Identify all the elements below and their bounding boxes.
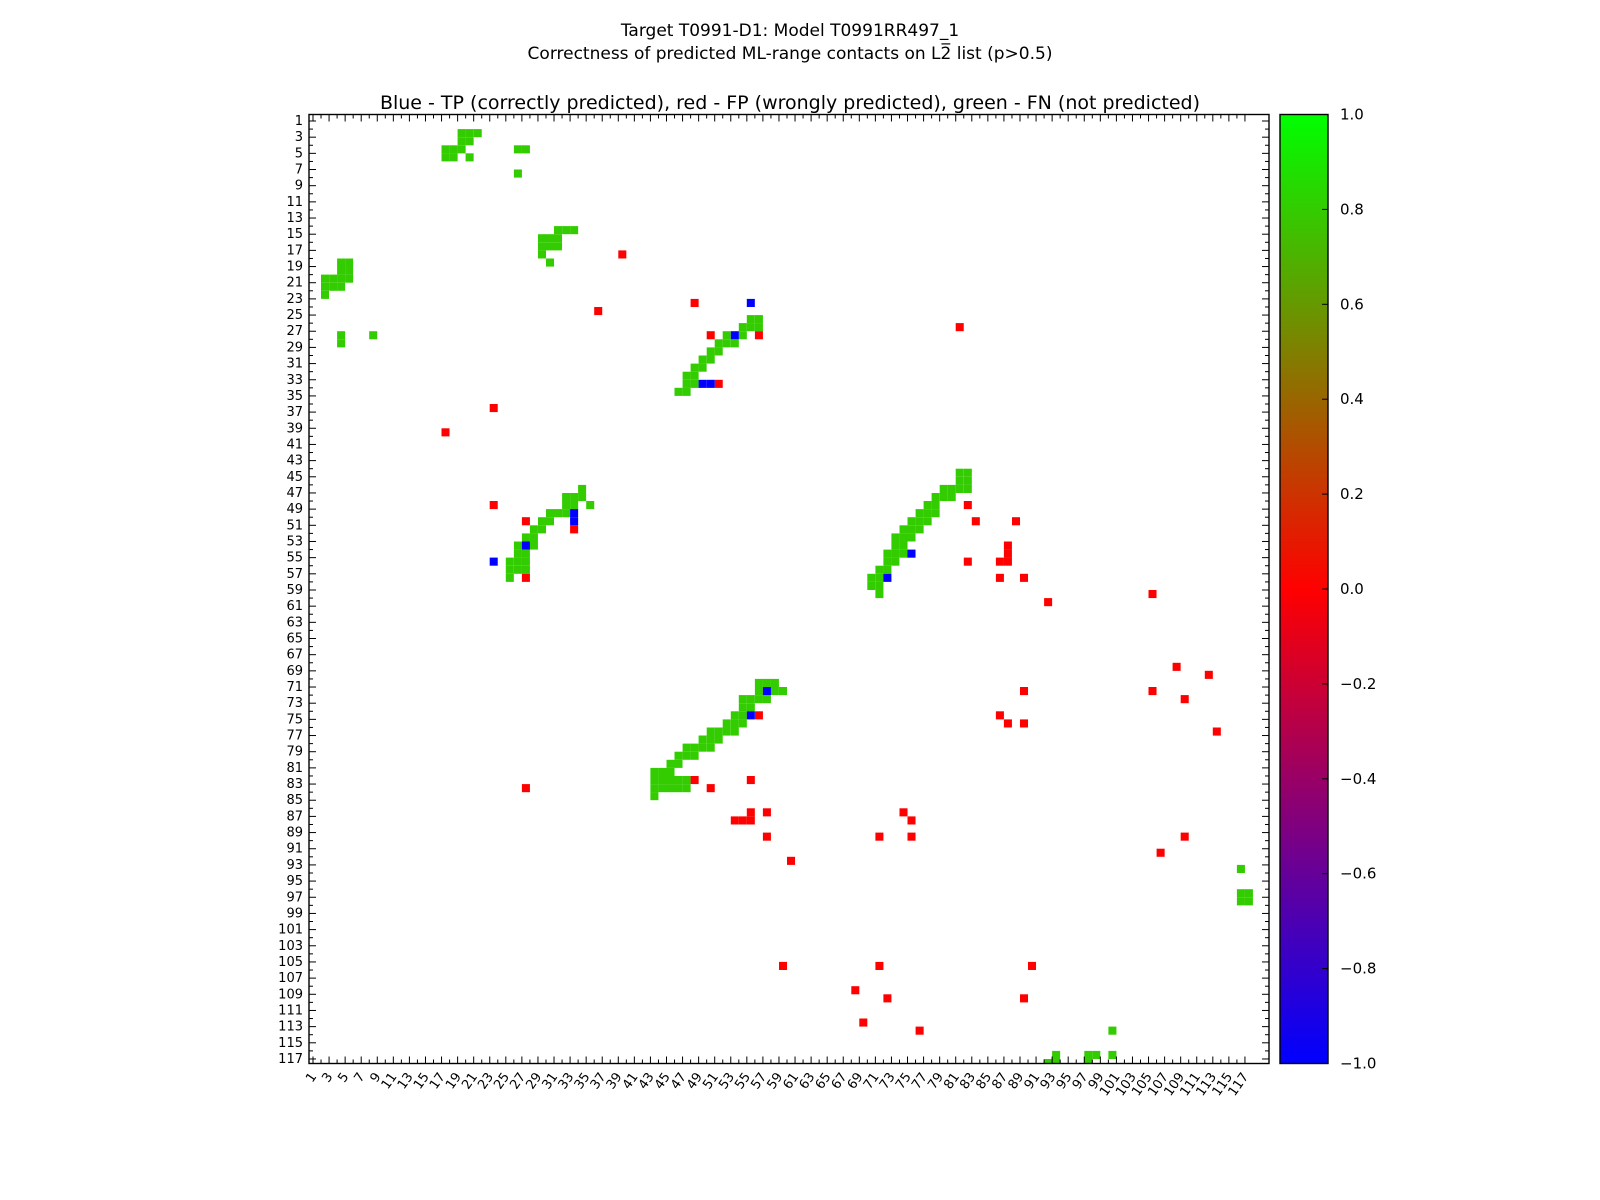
- svg-text:105: 105: [278, 955, 303, 970]
- svg-text:71: 71: [286, 680, 303, 695]
- svg-text:47: 47: [286, 486, 303, 501]
- svg-text:81: 81: [286, 761, 303, 776]
- svg-text:9: 9: [295, 179, 303, 194]
- svg-text:101: 101: [278, 923, 303, 938]
- svg-text:0.4: 0.4: [1340, 390, 1364, 408]
- svg-text:53: 53: [286, 534, 303, 549]
- svg-text:49: 49: [286, 502, 303, 517]
- svg-text:17: 17: [286, 243, 303, 258]
- svg-text:31: 31: [286, 357, 303, 372]
- svg-text:73: 73: [286, 696, 303, 711]
- svg-text:85: 85: [286, 793, 303, 808]
- svg-text:99: 99: [286, 906, 303, 921]
- svg-text:15: 15: [286, 227, 303, 242]
- svg-text:37: 37: [286, 405, 303, 420]
- svg-text:−0.2: −0.2: [1340, 675, 1376, 693]
- svg-text:41: 41: [286, 437, 303, 452]
- svg-text:83: 83: [286, 777, 303, 792]
- svg-text:7: 7: [295, 163, 303, 178]
- svg-text:19: 19: [286, 260, 303, 275]
- svg-text:0.0: 0.0: [1340, 580, 1364, 598]
- svg-text:1: 1: [303, 1070, 320, 1085]
- svg-text:79: 79: [286, 745, 303, 760]
- svg-text:59: 59: [286, 583, 303, 598]
- svg-text:55: 55: [286, 551, 303, 566]
- svg-text:51: 51: [286, 518, 303, 533]
- svg-text:61: 61: [286, 599, 303, 614]
- svg-text:39: 39: [286, 421, 303, 436]
- svg-text:109: 109: [278, 987, 303, 1002]
- svg-text:27: 27: [286, 324, 303, 339]
- svg-text:111: 111: [278, 1003, 303, 1018]
- svg-text:0.2: 0.2: [1340, 485, 1364, 503]
- svg-text:93: 93: [286, 858, 303, 873]
- svg-text:−0.8: −0.8: [1340, 960, 1376, 978]
- svg-text:25: 25: [286, 308, 303, 323]
- svg-text:−0.6: −0.6: [1340, 865, 1376, 883]
- svg-text:11: 11: [286, 195, 303, 210]
- svg-text:13: 13: [286, 211, 303, 226]
- svg-text:43: 43: [286, 454, 303, 469]
- svg-text:45: 45: [286, 470, 303, 485]
- svg-text:5: 5: [335, 1070, 352, 1085]
- suptitle-line2: Correctness of predicted ML-range contac…: [527, 44, 1053, 64]
- svg-text:97: 97: [286, 890, 303, 905]
- svg-text:67: 67: [286, 648, 303, 663]
- svg-text:1.0: 1.0: [1340, 106, 1364, 124]
- svg-text:103: 103: [278, 939, 303, 954]
- svg-text:107: 107: [278, 971, 303, 986]
- axes-title: Blue - TP (correctly predicted), red - F…: [379, 92, 1201, 114]
- suptitle-line1: Target T0991-D1: Model T0991RR497_1: [620, 21, 960, 41]
- svg-text:0.6: 0.6: [1340, 295, 1364, 313]
- figure-suptitle: Target T0991-D1: Model T0991RR497_1 Corr…: [390, 20, 1190, 66]
- svg-text:21: 21: [286, 276, 303, 291]
- svg-text:3: 3: [295, 130, 303, 145]
- svg-text:87: 87: [286, 809, 303, 824]
- svg-text:33: 33: [286, 373, 303, 388]
- svg-text:69: 69: [286, 664, 303, 679]
- svg-text:35: 35: [286, 389, 303, 404]
- svg-text:75: 75: [286, 712, 303, 727]
- svg-text:1: 1: [295, 114, 303, 129]
- svg-text:0.8: 0.8: [1340, 200, 1364, 218]
- svg-text:65: 65: [286, 632, 303, 647]
- svg-text:63: 63: [286, 615, 303, 630]
- svg-text:115: 115: [278, 1036, 303, 1051]
- svg-text:113: 113: [278, 1020, 303, 1035]
- svg-text:7: 7: [351, 1070, 368, 1085]
- svg-text:117: 117: [278, 1052, 303, 1067]
- svg-text:77: 77: [286, 729, 303, 744]
- svg-text:23: 23: [286, 292, 303, 307]
- svg-text:57: 57: [286, 567, 303, 582]
- svg-text:3: 3: [319, 1070, 336, 1085]
- svg-text:29: 29: [286, 340, 303, 355]
- svg-text:91: 91: [286, 842, 303, 857]
- svg-text:95: 95: [286, 874, 303, 889]
- svg-text:89: 89: [286, 826, 303, 841]
- svg-text:−0.4: −0.4: [1340, 770, 1376, 788]
- svg-text:−1.0: −1.0: [1340, 1055, 1376, 1073]
- svg-text:5: 5: [295, 146, 303, 161]
